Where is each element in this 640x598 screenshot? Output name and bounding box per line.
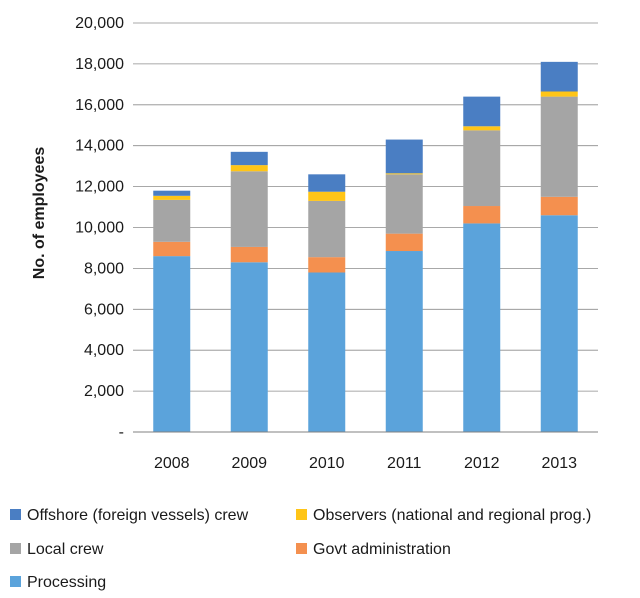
y-axis-label: No. of employees [31,147,48,280]
bar-segment-local-crew-2010 [308,200,346,258]
bar-segment-offshore-foreign-vessels-crew-2008 [153,190,191,196]
y-tick-label: 20,000 [75,15,124,32]
legend-item: Offshore (foreign vessels) crew [10,507,249,524]
legend-swatch [296,509,307,520]
bar-segment-offshore-foreign-vessels-crew-2010 [308,174,346,192]
x-axis-ticks: 2008 2009 2010 2011 2012 2013 [154,455,577,472]
bar-segment-observers-national-and-regional-prog-2009 [230,165,268,172]
bar-segment-offshore-foreign-vessels-crew-2009 [230,151,268,166]
x-tick-label: 2010 [309,455,345,472]
legend-item: Processing [10,574,106,591]
bar-segment-observers-national-and-regional-prog-2013 [540,91,578,97]
bar-segment-observers-national-and-regional-prog-2008 [153,195,191,200]
y-tick-label: 2,000 [84,383,124,400]
bar-segment-offshore-foreign-vessels-crew-2012 [463,96,501,127]
bar-segment-processing-2008 [153,256,191,432]
bar-segment-govt-administration-2012 [463,206,501,224]
bar-segment-local-crew-2008 [153,199,191,242]
bar-segment-local-crew-2011 [385,174,423,234]
bar-segment-govt-administration-2011 [385,233,423,252]
y-tick-label: - [119,424,124,441]
bar-segment-local-crew-2009 [230,171,268,247]
x-tick-label: 2009 [231,455,267,472]
legend-swatch [10,576,21,587]
bar-segment-processing-2010 [308,272,346,432]
bar-segment-observers-national-and-regional-prog-2011 [385,173,423,175]
x-tick-label: 2012 [464,455,500,472]
y-tick-label: 6,000 [84,301,124,318]
legend-label: Processing [27,574,106,591]
y-tick-label: 8,000 [84,260,124,277]
y-tick-label: 10,000 [75,220,124,237]
bar-segment-local-crew-2013 [540,96,578,197]
bar-segment-processing-2011 [385,251,423,432]
bar-segment-offshore-foreign-vessels-crew-2013 [540,61,578,92]
legend-item: Observers (national and regional prog.) [296,507,591,524]
legend-label: Govt administration [313,541,451,558]
legend-item: Local crew [10,541,104,558]
bar-segment-govt-administration-2010 [308,257,346,273]
legend-item: Govt administration [296,541,451,558]
bar-segment-govt-administration-2013 [540,196,578,216]
bars [153,61,578,432]
y-tick-label: 14,000 [75,138,124,155]
bar-segment-processing-2009 [230,262,268,432]
y-tick-label: 18,000 [75,56,124,73]
x-tick-label: 2011 [387,455,422,472]
bar-segment-observers-national-and-regional-prog-2012 [463,126,501,131]
bar-segment-processing-2012 [463,223,501,432]
gridlines [133,22,598,392]
y-tick-label: 12,000 [75,179,124,196]
legend-swatch [10,509,21,520]
legend-label: Local crew [27,541,104,558]
bar-segment-observers-national-and-regional-prog-2010 [308,191,346,201]
legend: Offshore (foreign vessels) crew Observers… [10,507,591,591]
y-axis-ticks: - 2,000 4,000 6,000 8,000 10,000 12,000 14,000 1… [75,15,124,441]
legend-label: Observers (national and regional prog.) [313,507,591,524]
x-tick-label: 2013 [541,455,577,472]
y-tick-label: 16,000 [75,97,124,114]
legend-label: Offshore (foreign vessels) crew [27,507,249,524]
legend-swatch [296,543,307,554]
y-tick-label: 4,000 [84,342,124,359]
bar-segment-processing-2013 [540,215,578,432]
bar-segment-local-crew-2012 [463,130,501,207]
legend-swatch [10,543,21,554]
bar-segment-govt-administration-2008 [153,241,191,257]
bar-segment-govt-administration-2009 [230,246,268,263]
bar-segment-offshore-foreign-vessels-crew-2011 [385,139,423,174]
x-tick-label: 2008 [154,455,190,472]
